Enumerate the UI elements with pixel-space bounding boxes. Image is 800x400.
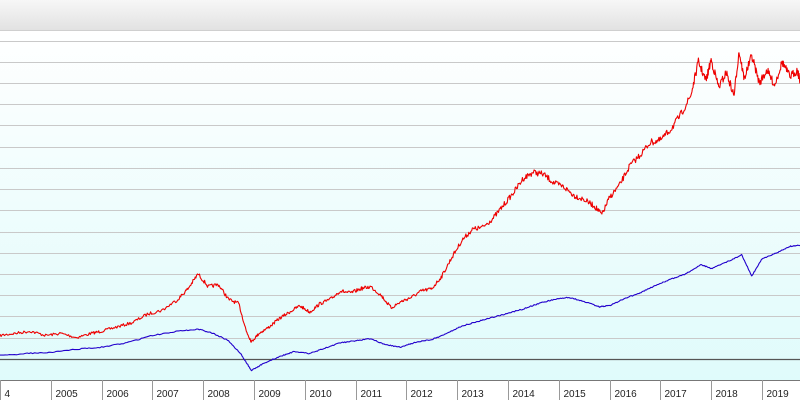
- x-tick-label: 2012: [411, 389, 434, 400]
- gridlines: [0, 41, 800, 381]
- x-tick-label: 2008: [208, 389, 231, 400]
- x-tick-label: 2016: [615, 389, 638, 400]
- x-tick-label: 2013: [462, 389, 485, 400]
- series-group: [0, 52, 800, 372]
- x-tick-label: 2011: [361, 389, 383, 400]
- x-tick-label: 2014: [513, 389, 536, 400]
- x-tick-label: 2017: [665, 389, 688, 400]
- x-tick-label: 2006: [107, 389, 130, 400]
- x-tick-label: 2010: [310, 389, 333, 400]
- chart-header-bar: [0, 0, 800, 30]
- x-tick-label: 2019: [767, 389, 790, 400]
- x-tick-label: 4: [5, 389, 11, 400]
- series-line-1: [0, 52, 800, 343]
- x-tick-label: 2005: [56, 389, 79, 400]
- x-tick-label: 2018: [716, 389, 739, 400]
- series-line-2: [0, 244, 800, 372]
- x-tick-label: 2007: [157, 389, 180, 400]
- x-tick-label: 2015: [564, 389, 587, 400]
- x-axis: 4 2005 2006 2007 2008 2009 2010 2011 2012 2013 201…: [0, 380, 800, 400]
- x-tick-label: 2009: [259, 389, 282, 400]
